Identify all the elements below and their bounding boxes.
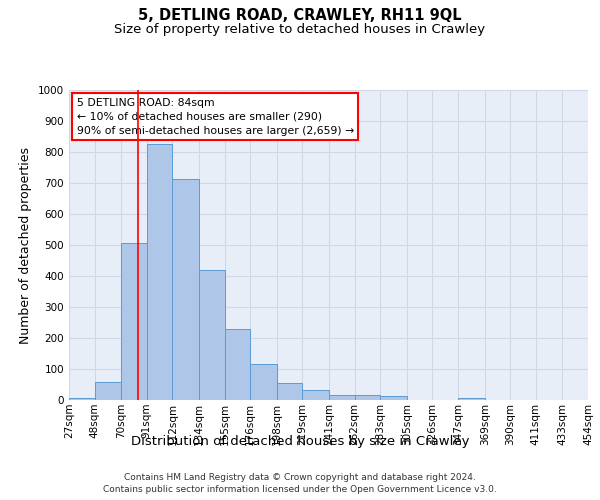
Text: Size of property relative to detached houses in Crawley: Size of property relative to detached ho… <box>115 22 485 36</box>
Bar <box>380 396 407 400</box>
Bar <box>277 383 302 400</box>
Bar <box>355 396 380 400</box>
Bar <box>199 270 224 400</box>
Bar <box>329 396 355 400</box>
Bar <box>95 382 121 400</box>
Text: Contains HM Land Registry data © Crown copyright and database right 2024.: Contains HM Land Registry data © Crown c… <box>124 472 476 482</box>
Bar <box>69 398 95 400</box>
Text: Contains public sector information licensed under the Open Government Licence v3: Contains public sector information licen… <box>103 485 497 494</box>
Bar <box>121 244 147 400</box>
Text: 5, DETLING ROAD, CRAWLEY, RH11 9QL: 5, DETLING ROAD, CRAWLEY, RH11 9QL <box>138 8 462 22</box>
Y-axis label: Number of detached properties: Number of detached properties <box>19 146 32 344</box>
Bar <box>458 398 485 400</box>
Text: Distribution of detached houses by size in Crawley: Distribution of detached houses by size … <box>131 435 469 448</box>
Text: 5 DETLING ROAD: 84sqm
← 10% of detached houses are smaller (290)
90% of semi-det: 5 DETLING ROAD: 84sqm ← 10% of detached … <box>77 98 354 136</box>
Bar <box>224 328 250 400</box>
Bar <box>250 364 277 400</box>
Bar <box>147 144 172 400</box>
Bar <box>172 180 199 400</box>
Bar <box>302 390 329 400</box>
